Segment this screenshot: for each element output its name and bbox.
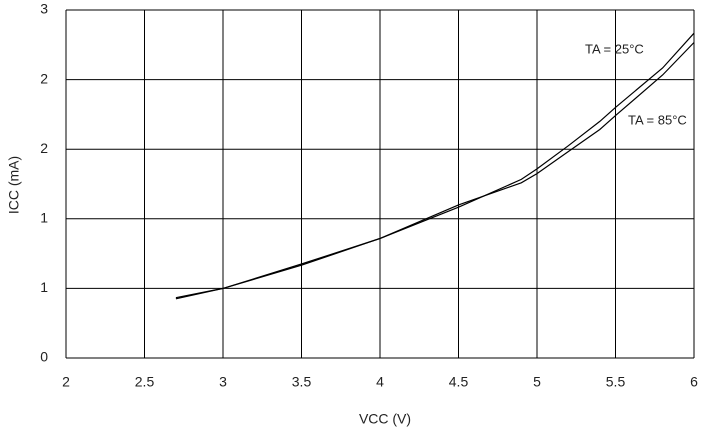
y-axis-label: ICC (mA) (6, 156, 22, 214)
x-tick-label: 2 (62, 374, 70, 390)
x-tick-label: 4.5 (449, 374, 469, 390)
series-label: TA = 85°C (628, 112, 687, 127)
x-tick-label: 5.5 (606, 374, 626, 390)
y-tick-label: 0 (40, 349, 48, 365)
x-tick-label: 6 (690, 374, 698, 390)
y-tick-label: 2 (40, 140, 48, 156)
series-line (175, 32, 695, 299)
x-tick-label: 2.5 (135, 374, 155, 390)
x-tick-label: 3.5 (292, 374, 312, 390)
x-tick-label: 3 (219, 374, 227, 390)
y-tick-label: 1 (40, 279, 48, 295)
x-tick-label: 5 (533, 374, 541, 390)
y-tick-label: 3 (40, 1, 48, 17)
series-label: TA = 25°C (585, 41, 644, 56)
y-tick-label: 2 (40, 70, 48, 86)
y-tick-label: 1 (40, 210, 48, 226)
series-line (175, 42, 695, 300)
x-tick-label: 4 (376, 374, 384, 390)
x-axis-label: VCC (V) (359, 411, 411, 427)
